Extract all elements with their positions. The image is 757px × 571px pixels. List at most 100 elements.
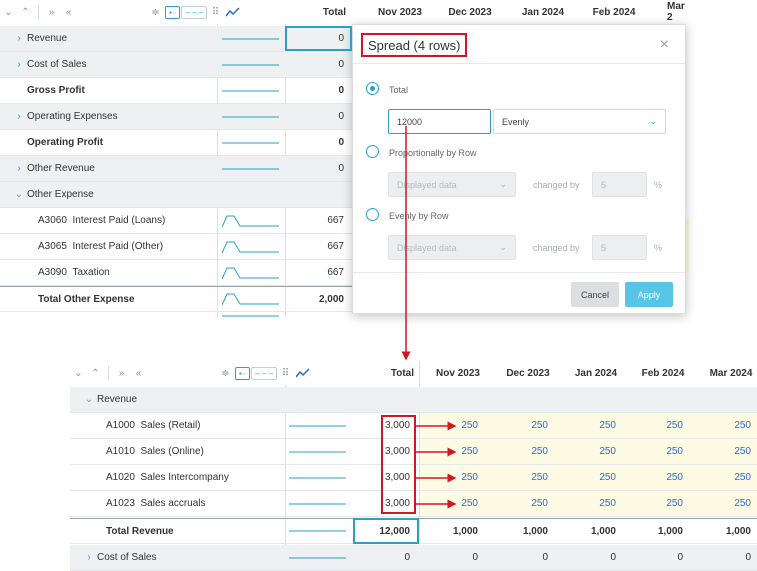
- month-cell[interactable]: 250: [599, 446, 616, 457]
- month-cell[interactable]: 250: [734, 472, 751, 483]
- collapse-all-icon[interactable]: »: [48, 6, 55, 18]
- expand-all-icon[interactable]: «: [65, 6, 72, 18]
- proportional-data-select[interactable]: Displayed data ⌄: [388, 172, 516, 197]
- total-cell[interactable]: 667: [327, 241, 344, 252]
- month-cell[interactable]: 1,000: [590, 525, 616, 537]
- proportional-changed-by-input[interactable]: 5: [592, 172, 647, 197]
- total-cell[interactable]: 3,000: [384, 420, 410, 431]
- chevron-down-icon[interactable]: ⌄: [84, 394, 94, 405]
- grid-row[interactable]: A1020 Sales Intercompany 3,000 250 250 250 25…: [70, 465, 757, 491]
- collapse-icon[interactable]: ⌄: [74, 367, 83, 379]
- chevron-right-icon[interactable]: ›: [17, 111, 21, 122]
- grid-row[interactable]: A3060 Interest Paid (Loans) 667: [0, 208, 352, 234]
- month-cell[interactable]: 250: [599, 498, 616, 509]
- total-cell[interactable]: 667: [327, 215, 344, 226]
- total-cell[interactable]: 0: [338, 33, 344, 44]
- close-icon[interactable]: ×: [659, 36, 669, 53]
- month-header[interactable]: Feb 2024: [641, 367, 685, 379]
- row-height-icon[interactable]: ≑: [151, 6, 160, 18]
- evenly-data-select[interactable]: Displayed data ⌄: [388, 235, 516, 260]
- total-cell[interactable]: 667: [327, 267, 344, 278]
- grid-row[interactable]: Operating Profit 0: [0, 130, 352, 156]
- chevron-right-icon[interactable]: ›: [17, 59, 21, 70]
- grid-row[interactable]: A3065 Interest Paid (Other) 667: [0, 234, 352, 260]
- month-header[interactable]: Dec 2023: [506, 367, 550, 379]
- month-cell[interactable]: 250: [531, 446, 548, 457]
- month-cell[interactable]: 0: [542, 552, 548, 563]
- sparkline-toggle-icon[interactable]: [224, 4, 241, 20]
- chevron-right-icon[interactable]: ›: [87, 552, 91, 563]
- grid-row[interactable]: ⌄ Revenue: [70, 387, 757, 413]
- top-month-header[interactable]: Mar 2: [667, 1, 685, 23]
- apply-button[interactable]: Apply: [625, 282, 673, 307]
- total-cell[interactable]: 0: [338, 111, 344, 122]
- month-cell[interactable]: 250: [531, 472, 548, 483]
- total-value-input[interactable]: 12000: [388, 109, 491, 134]
- month-cell[interactable]: 250: [599, 472, 616, 483]
- collapse-all-icon[interactable]: »: [118, 367, 125, 379]
- grid-row[interactable]: A3090 Taxation 667: [0, 260, 352, 286]
- total-cell[interactable]: 0: [338, 59, 344, 70]
- density-compact-button[interactable]: ▪∙∙: [235, 366, 251, 380]
- grid-row[interactable]: › Operating Expenses 0: [0, 104, 352, 130]
- total-cell[interactable]: 0: [338, 137, 344, 148]
- expand-icon[interactable]: ⌃: [21, 6, 30, 18]
- top-month-header[interactable]: Jan 2024: [521, 6, 565, 18]
- grid-row[interactable]: A1023 Sales accruals 3,000 250 250 250 250 250: [70, 491, 757, 517]
- month-header[interactable]: Mar 2024: [709, 367, 753, 379]
- month-cell[interactable]: 250: [461, 420, 478, 431]
- sparkline-toggle-icon[interactable]: [294, 365, 311, 381]
- top-month-header[interactable]: Nov 2023: [378, 6, 422, 18]
- month-cell[interactable]: 250: [666, 446, 683, 457]
- top-month-header[interactable]: Dec 2023: [448, 6, 492, 18]
- grid-row[interactable]: Gross Profit 0: [0, 78, 352, 104]
- top-month-header[interactable]: Feb 2024: [592, 6, 636, 18]
- grid-row[interactable]: › Other Revenue 0: [0, 156, 352, 182]
- chevron-right-icon[interactable]: ›: [17, 163, 21, 174]
- month-cell[interactable]: 250: [666, 420, 683, 431]
- chevron-down-icon[interactable]: ⌄: [14, 189, 24, 200]
- month-cell[interactable]: 250: [734, 498, 751, 509]
- drag-handle-icon[interactable]: ⠿: [281, 367, 290, 379]
- total-cell[interactable]: 0: [338, 85, 344, 96]
- month-cell[interactable]: 1,000: [657, 525, 683, 537]
- month-cell[interactable]: 0: [610, 552, 616, 563]
- chevron-right-icon[interactable]: ›: [17, 33, 21, 44]
- total-cell[interactable]: 3,000: [384, 446, 410, 457]
- grid-row[interactable]: › Revenue 0: [0, 26, 352, 52]
- month-cell[interactable]: 1,000: [725, 525, 751, 537]
- month-cell[interactable]: 0: [677, 552, 683, 563]
- radio-evenly-by-row[interactable]: [366, 208, 379, 221]
- total-column-header[interactable]: Total: [390, 367, 414, 379]
- month-cell[interactable]: 1,000: [452, 525, 478, 537]
- radio-proportionally-by-row[interactable]: [366, 145, 379, 158]
- drag-handle-icon[interactable]: ⠿: [211, 6, 220, 18]
- month-cell[interactable]: 0: [745, 552, 751, 563]
- month-cell[interactable]: 250: [734, 446, 751, 457]
- month-cell[interactable]: 250: [734, 420, 751, 431]
- month-cell[interactable]: 0: [472, 552, 478, 563]
- grid-row[interactable]: A1010 Sales (Online) 3,000 250 250 250 250 250: [70, 439, 757, 465]
- total-cell[interactable]: 2,000: [318, 293, 344, 305]
- month-header[interactable]: Nov 2023: [436, 367, 480, 379]
- density-compact-button[interactable]: ▪∙∙: [165, 5, 181, 19]
- total-cell[interactable]: 12,000: [379, 525, 410, 537]
- total-cell[interactable]: 0: [404, 552, 410, 563]
- grid-row[interactable]: Total Other Expense 2,000: [0, 286, 352, 312]
- month-cell[interactable]: 250: [666, 472, 683, 483]
- collapse-icon[interactable]: ⌄: [4, 6, 13, 18]
- month-cell[interactable]: 250: [531, 420, 548, 431]
- total-cell[interactable]: 3,000: [384, 498, 410, 509]
- density-normal-button[interactable]: – – –: [251, 366, 278, 380]
- month-cell[interactable]: 250: [461, 472, 478, 483]
- radio-total[interactable]: [366, 82, 379, 95]
- total-column-header[interactable]: Total: [322, 6, 346, 18]
- month-cell[interactable]: 250: [531, 498, 548, 509]
- month-cell[interactable]: 250: [666, 498, 683, 509]
- grid-row[interactable]: A1000 Sales (Retail) 3,000 250 250 250 250 250: [70, 413, 757, 439]
- expand-all-icon[interactable]: «: [135, 367, 142, 379]
- cancel-button[interactable]: Cancel: [571, 282, 619, 307]
- spread-method-select[interactable]: Evenly ⌄: [493, 109, 666, 134]
- evenly-changed-by-input[interactable]: 5: [592, 235, 647, 260]
- grid-row[interactable]: ⌄ Other Expense: [0, 182, 352, 208]
